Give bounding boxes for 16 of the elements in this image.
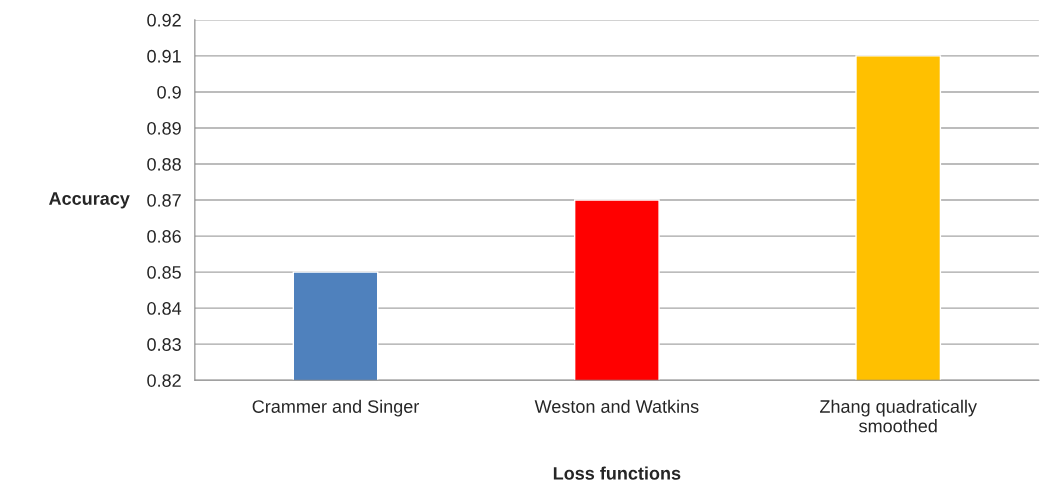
y-tick-label: 0.84: [147, 302, 182, 315]
y-tick-label: 0.92: [147, 13, 181, 27]
x-tick-label: Crammer and Singer: [252, 399, 420, 417]
y-tick-label: 0.91: [147, 49, 181, 63]
y-tick-label: 0.83: [147, 338, 181, 351]
y-tick-label: 0.88: [147, 157, 181, 171]
y-tick-label: 0.85: [147, 266, 181, 279]
x-tick-label: Zhang quadratically smoothed: [819, 399, 977, 433]
y-axis-title: Accuracy: [49, 192, 130, 209]
y-tick-label: 0.82: [147, 374, 181, 387]
y-tick-label: 0.87: [147, 193, 181, 207]
x-axis-title: Loss functions: [553, 466, 681, 480]
y-tick-label: 0.86: [147, 230, 181, 243]
y-tick-label: 0.9: [157, 85, 181, 99]
x-tick-label: Weston and Watkins: [534, 399, 699, 413]
y-tick-label: 0.89: [147, 121, 181, 135]
